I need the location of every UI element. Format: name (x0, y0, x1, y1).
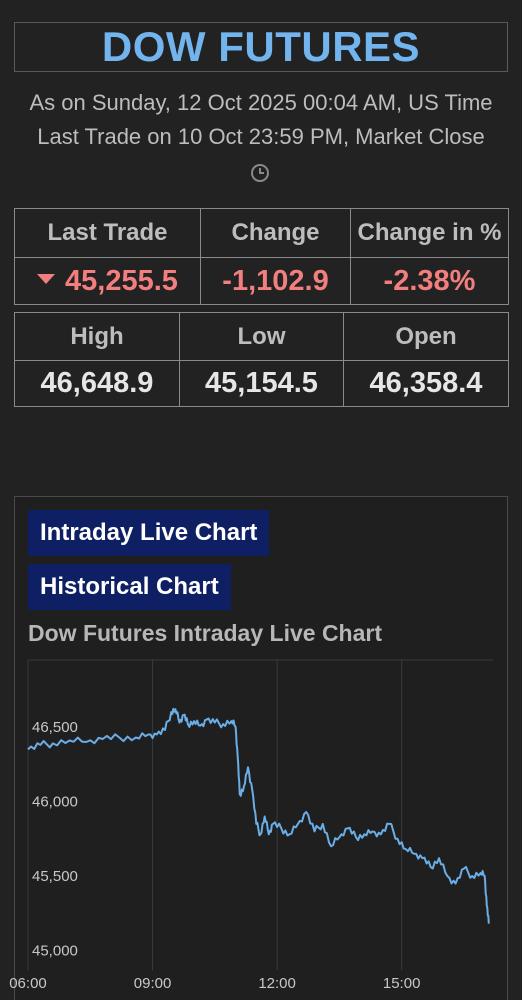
range-table: High Low Open 46,648.9 45,154.5 46,358.4 (14, 312, 509, 407)
y-tick-label: 46,000 (32, 794, 78, 811)
historical-chart-button[interactable]: Historical Chart (28, 564, 231, 610)
series-line (27, 707, 490, 924)
x-tick-label: 15:00 (383, 975, 421, 992)
low-value: 45,154.5 (179, 360, 344, 407)
change-header: Change (200, 208, 351, 258)
down-triangle-icon (37, 273, 56, 284)
y-tick-label: 45,500 (32, 868, 78, 885)
high-value: 46,648.9 (14, 360, 180, 407)
clock-icon[interactable] (250, 163, 270, 183)
title-box: DOW FUTURES (14, 22, 508, 72)
low-header: Low (179, 312, 344, 361)
last-trade-cell: 45,255.5 (14, 257, 201, 305)
last-trade-timestamp: Last Trade on 10 Oct 23:59 PM, Market Cl… (37, 124, 485, 149)
last-trade-value: 45,255.5 (65, 264, 178, 297)
open-value: 46,358.4 (343, 360, 509, 407)
change-pct-value: -2.38% (350, 257, 509, 305)
chart-title: Dow Futures Intraday Live Chart (28, 620, 383, 646)
x-tick-label: 12:00 (258, 975, 296, 992)
quote-table: Last Trade Change Change in % 45,255.5 -… (14, 208, 509, 305)
y-tick-label: 45,000 (32, 943, 78, 960)
page-title: DOW FUTURES (101, 23, 421, 70)
as-on-timestamp: As on Sunday, 12 Oct 2025 00:04 AM, US T… (29, 90, 493, 115)
change-value: -1,102.9 (200, 257, 351, 305)
change-pct-header: Change in % (350, 208, 509, 258)
x-tick-label: 06:00 (9, 975, 47, 992)
x-tick-label: 09:00 (134, 975, 172, 992)
high-header: High (14, 312, 180, 361)
intraday-chart-button[interactable]: Intraday Live Chart (28, 510, 270, 556)
y-tick-label: 46,500 (32, 719, 78, 736)
